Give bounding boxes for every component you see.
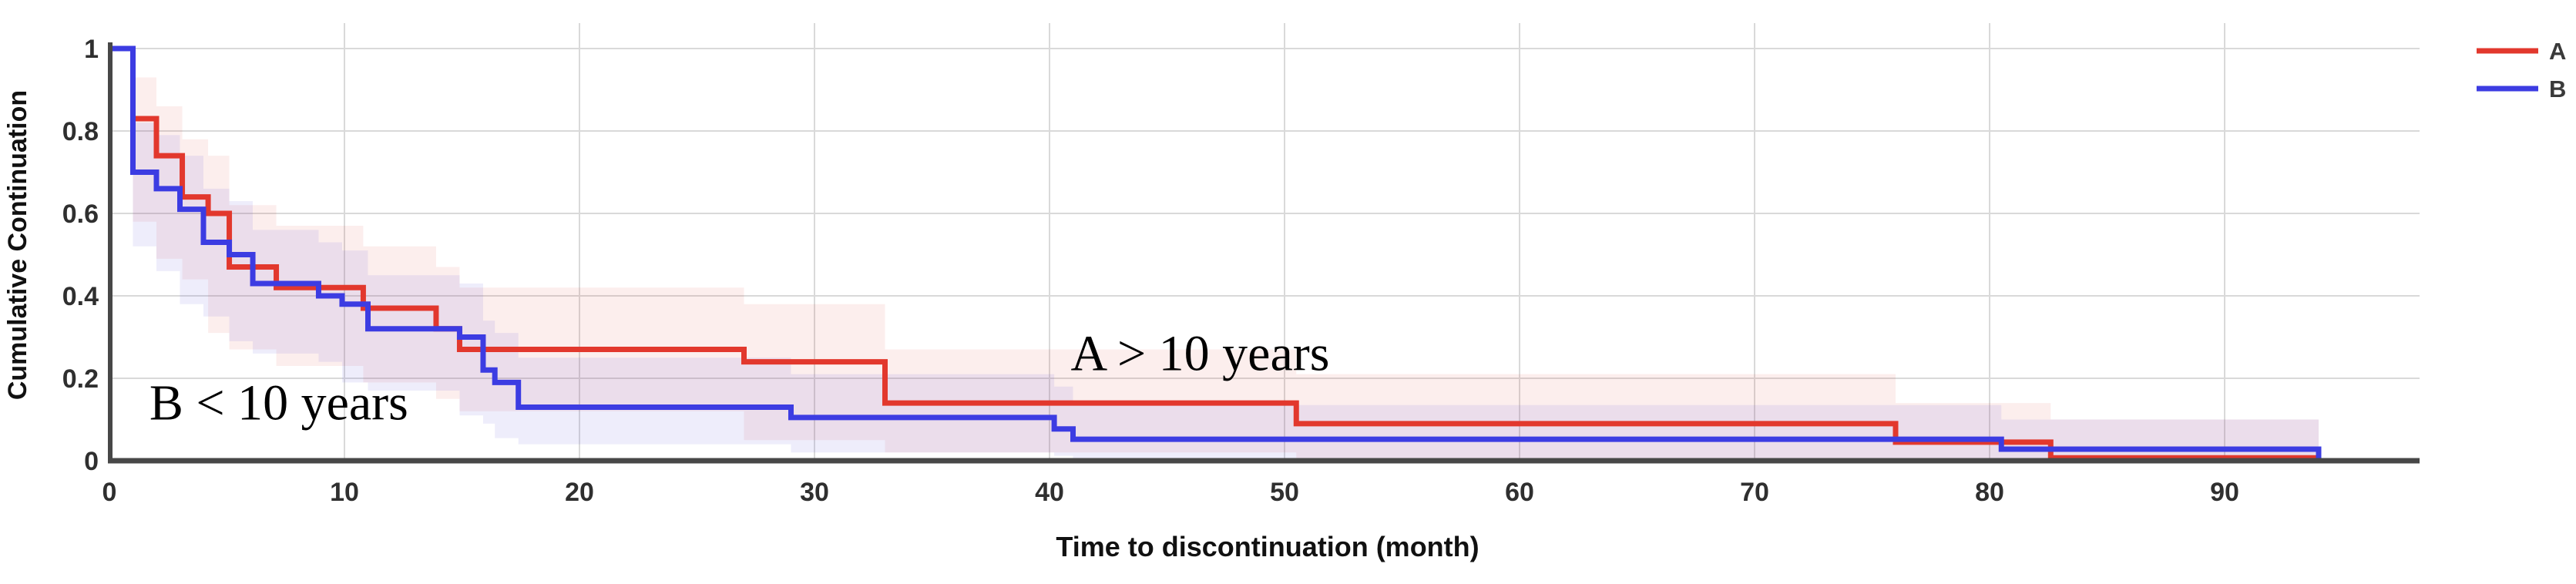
y-axis-title: Cumulative Continuation	[3, 90, 32, 400]
series-a-line	[109, 45, 2319, 461]
x-tick-label: 10	[330, 478, 359, 507]
y-tick-label: 0.2	[62, 364, 99, 394]
y-tick-label: 0.6	[62, 200, 99, 229]
y-tick-label: 1	[84, 35, 99, 64]
x-tick-label: 90	[2210, 478, 2239, 507]
x-tick-label: 70	[1740, 478, 1769, 507]
y-tick-label: 0.4	[62, 282, 99, 311]
series-b-confidence-band	[133, 123, 2319, 461]
legend-label-b: B	[2549, 76, 2566, 102]
x-tick-label: 30	[800, 478, 829, 507]
x-tick-label: 80	[1975, 478, 2004, 507]
x-tick-label: 40	[1035, 478, 1064, 507]
annotation-b-less-10-years: B < 10 years	[149, 375, 408, 431]
x-tick-label: 20	[565, 478, 594, 507]
x-tick-label: 60	[1505, 478, 1534, 507]
x-tick-label: 0	[102, 478, 117, 507]
legend-label-a: A	[2549, 38, 2566, 65]
x-tick-label: 50	[1270, 478, 1299, 507]
series-b-line	[109, 45, 2322, 459]
series-a-confidence-band	[133, 77, 2319, 461]
y-tick-label: 0.8	[62, 117, 99, 146]
x-axis-title: Time to discontinuation (month)	[1056, 531, 1479, 562]
annotation-a-greater-10-years: A > 10 years	[1070, 325, 1329, 381]
y-tick-label: 0	[84, 447, 99, 476]
